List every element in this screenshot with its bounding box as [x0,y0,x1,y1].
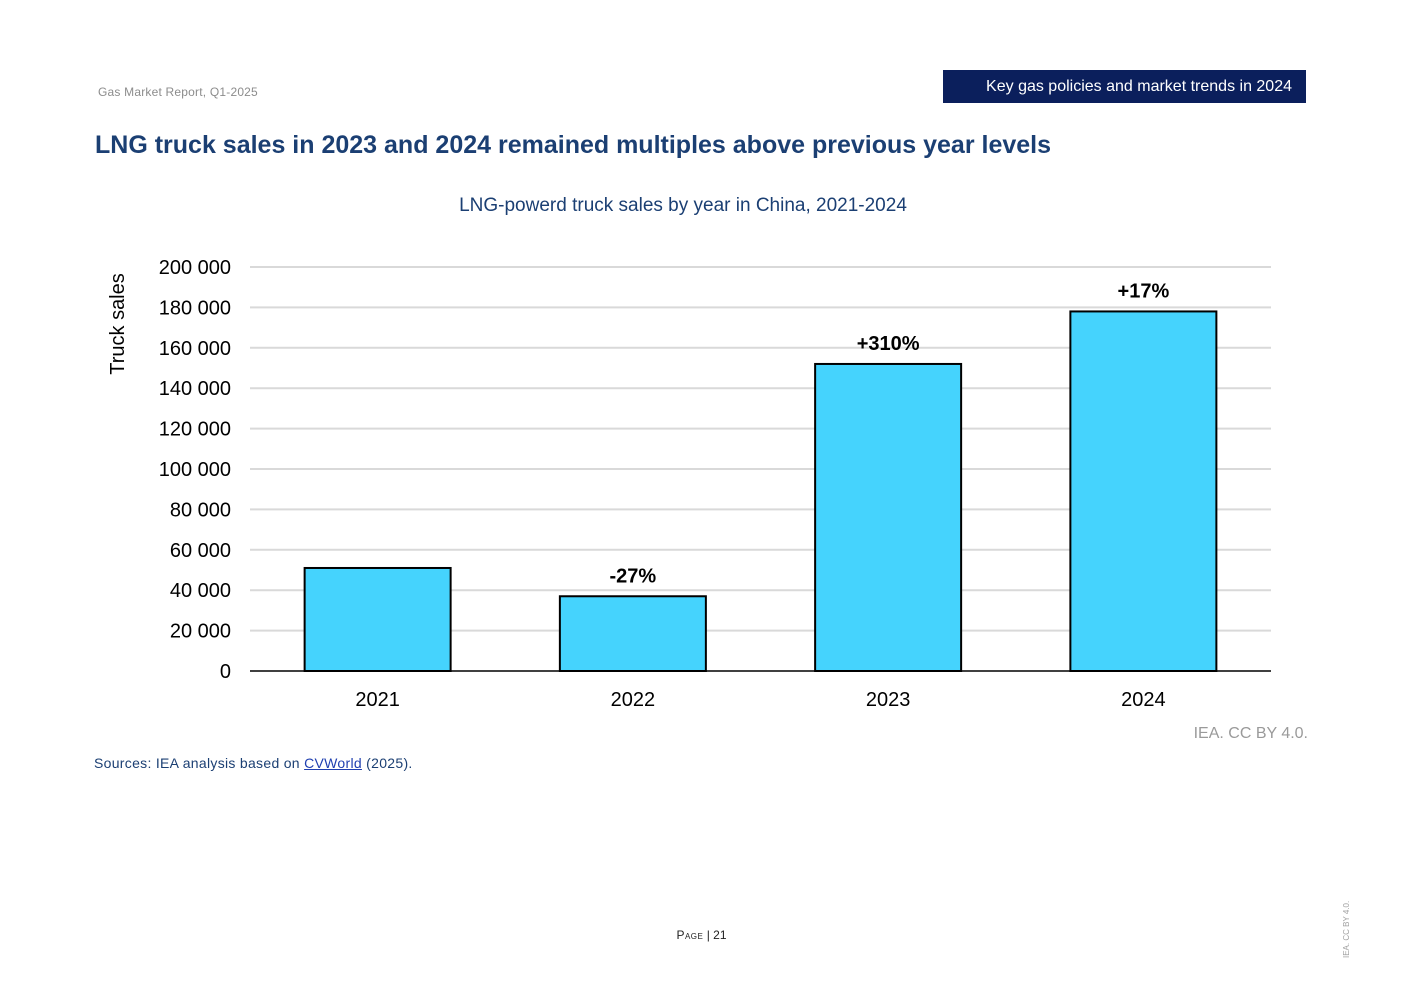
chart-credit: IEA. CC BY 4.0. [1193,725,1308,742]
data-label: +310% [857,333,920,355]
y-tick-label: 160 000 [159,338,231,360]
y-tick-label: 140 000 [159,378,231,400]
data-label: -27% [610,565,657,587]
page-label: Page [676,928,704,942]
bar-2023 [814,362,963,672]
y-tick-label: 20 000 [170,621,231,643]
page-separator: | [703,928,714,942]
x-tick-label: 2024 [1121,689,1166,711]
y-tick-label: 100 000 [159,459,231,481]
bars [303,310,1218,673]
bar-2024 [1069,310,1218,672]
y-tick-label: 0 [220,661,231,683]
sources-link[interactable]: CVWorld [304,755,362,771]
page-title: LNG truck sales in 2023 and 2024 remaine… [95,131,1052,159]
sources-note: Sources: IEA analysis based on CVWorld (… [94,755,413,771]
x-tick-label: 2022 [611,689,656,711]
section-banner: Key gas policies and market trends in 20… [943,70,1306,103]
data-label: +17% [1118,280,1170,302]
y-axis-title: Truck sales [107,273,129,375]
y-tick-label: 120 000 [159,419,231,441]
y-tick-label: 80 000 [170,499,231,521]
page-number-value: 21 [713,928,727,942]
x-tick-label: 2021 [355,689,400,711]
y-tick-label: 60 000 [170,540,231,562]
sources-suffix: (2025). [361,755,413,771]
page-number: Page | 21 [0,928,1403,942]
x-tick-label: 2023 [866,689,911,711]
labels: 0 20 000 40 000 60 000 80 000 100 000 120 000 1… [107,257,1169,711]
bar-2021 [303,566,452,672]
y-tick-label: 180 000 [159,297,231,319]
y-tick-label: 200 000 [159,257,231,279]
y-tick-label: 40 000 [170,580,231,602]
chart-title: LNG-powerd truck sales by year in China,… [459,195,907,216]
side-credit: IEA. CC BY 4.0. [1342,900,1351,958]
sources-prefix: Sources: IEA analysis based on [94,755,305,771]
report-name: Gas Market Report, Q1-2025 [98,85,258,99]
bar-2022 [558,595,707,673]
